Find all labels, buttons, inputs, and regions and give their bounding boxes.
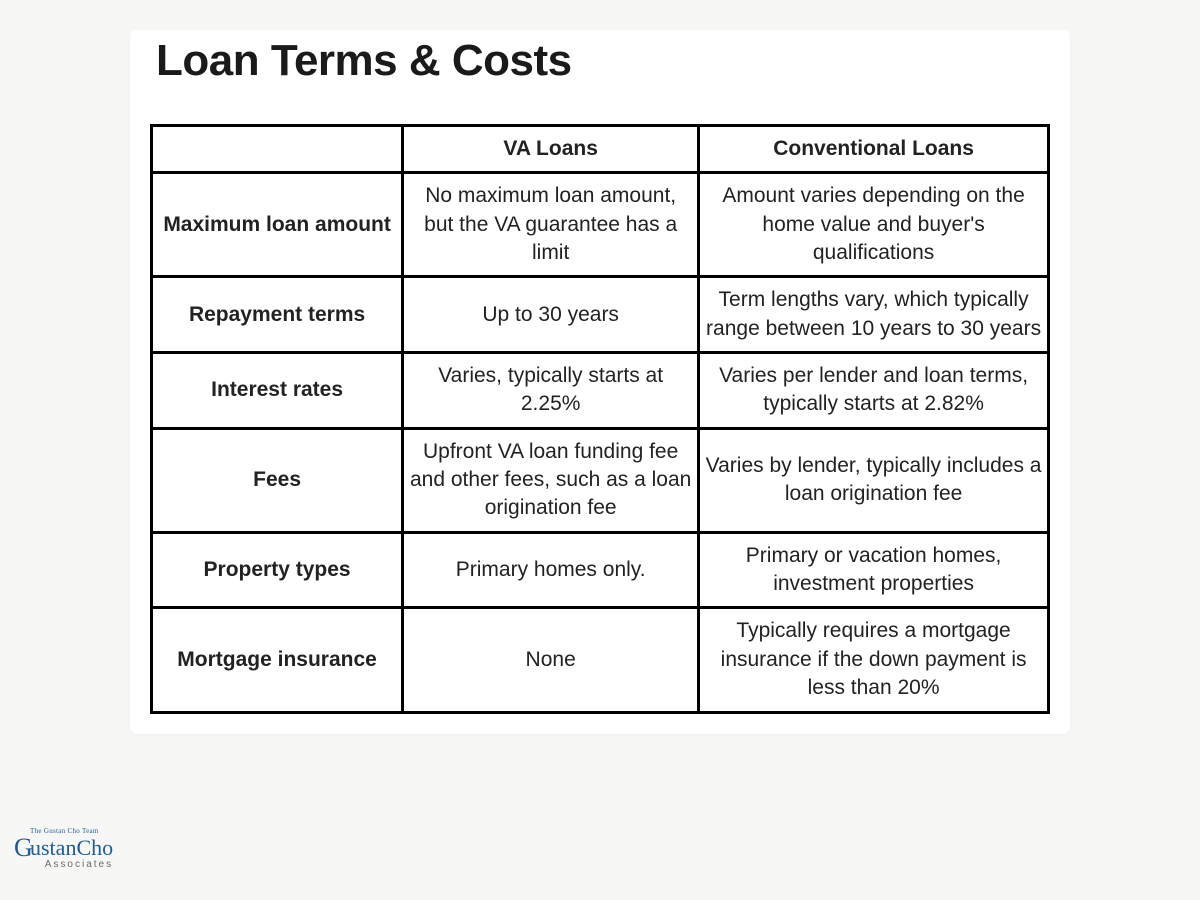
table-header-row: VA Loans Conventional Loans xyxy=(152,126,1049,173)
row-va-cell: No maximum loan amount, but the VA guara… xyxy=(403,173,699,277)
row-va-cell: Varies, typically starts at 2.25% xyxy=(403,353,699,429)
row-label: Mortgage insurance xyxy=(152,608,403,712)
table-row: Mortgage insurance None Typically requir… xyxy=(152,608,1049,712)
logo-g-letter: G xyxy=(14,835,33,861)
loan-comparison-table: VA Loans Conventional Loans Maximum loan… xyxy=(150,124,1050,714)
table-header-blank xyxy=(152,126,403,173)
table-header-va: VA Loans xyxy=(403,126,699,173)
row-label: Repayment terms xyxy=(152,277,403,353)
logo-brand-name: ustanCho xyxy=(30,835,113,860)
row-conv-cell: Varies per lender and loan terms, typica… xyxy=(699,353,1049,429)
row-conv-cell: Amount varies depending on the home valu… xyxy=(699,173,1049,277)
row-label: Fees xyxy=(152,428,403,532)
row-va-cell: Primary homes only. xyxy=(403,532,699,608)
logo-tagline: The Gustan Cho Team xyxy=(30,828,113,835)
table-row: Property types Primary homes only. Prima… xyxy=(152,532,1049,608)
row-conv-cell: Varies by lender, typically includes a l… xyxy=(699,428,1049,532)
table-row: Repayment terms Up to 30 years Term leng… xyxy=(152,277,1049,353)
brand-logo: The Gustan Cho Team G ustanCho Associate… xyxy=(16,828,113,870)
logo-main-text: G ustanCho xyxy=(16,837,113,859)
table-row: Interest rates Varies, typically starts … xyxy=(152,353,1049,429)
row-va-cell: Up to 30 years xyxy=(403,277,699,353)
row-label: Maximum loan amount xyxy=(152,173,403,277)
row-va-cell: None xyxy=(403,608,699,712)
page-title: Loan Terms & Costs xyxy=(156,36,1050,86)
row-conv-cell: Term lengths vary, which typically range… xyxy=(699,277,1049,353)
row-va-cell: Upfront VA loan funding fee and other fe… xyxy=(403,428,699,532)
table-header-conventional: Conventional Loans xyxy=(699,126,1049,173)
content-card: Loan Terms & Costs VA Loans Conventional… xyxy=(130,30,1070,734)
table-row: Maximum loan amount No maximum loan amou… xyxy=(152,173,1049,277)
row-conv-cell: Typically requires a mortgage insurance … xyxy=(699,608,1049,712)
row-label: Interest rates xyxy=(152,353,403,429)
row-conv-cell: Primary or vacation homes, investment pr… xyxy=(699,532,1049,608)
row-label: Property types xyxy=(152,532,403,608)
table-row: Fees Upfront VA loan funding fee and oth… xyxy=(152,428,1049,532)
